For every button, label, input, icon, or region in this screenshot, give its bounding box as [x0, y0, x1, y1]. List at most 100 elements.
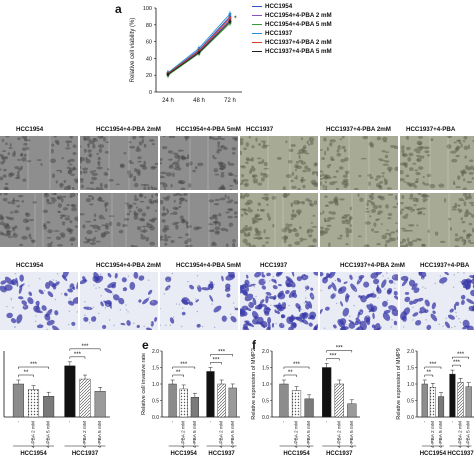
pore [14, 326, 16, 329]
stained-cell [393, 295, 398, 300]
cell [46, 237, 52, 239]
stained-cell [93, 272, 100, 282]
bar [217, 383, 226, 418]
pore [391, 319, 393, 321]
significance-label: *** [82, 344, 90, 350]
pore [323, 327, 326, 329]
cell [28, 233, 32, 238]
cell [208, 199, 215, 203]
cell [368, 194, 372, 198]
cell [461, 220, 466, 224]
cell [208, 136, 212, 139]
pore [439, 275, 442, 277]
cell [229, 188, 233, 190]
bar [179, 388, 188, 418]
y-tick-label: 100 [143, 6, 152, 12]
stained-cell [247, 283, 256, 287]
transwell-column-label: HCC1954+4-PBA 2mM [96, 262, 161, 269]
pore [93, 284, 95, 286]
pore [349, 315, 351, 318]
cell [417, 211, 423, 215]
cell [376, 218, 381, 221]
cell [324, 180, 327, 184]
cell [213, 168, 219, 173]
cell [460, 143, 463, 148]
cell [90, 170, 94, 174]
cell [300, 137, 304, 141]
cell [349, 206, 353, 211]
cell [469, 212, 473, 216]
wound-column-label: HCC1937+4-PBA 2mM [326, 126, 391, 133]
cell [387, 217, 392, 220]
pore [35, 315, 37, 317]
stained-cell [388, 279, 394, 284]
cell [333, 198, 338, 203]
cell [71, 186, 75, 190]
cell [300, 178, 304, 183]
cell [439, 240, 446, 244]
pore [272, 276, 274, 278]
cell [244, 202, 250, 206]
cell [257, 161, 263, 165]
cell [126, 212, 131, 216]
stained-cell [365, 293, 370, 300]
cell [240, 137, 244, 143]
pore [10, 297, 13, 300]
cell [151, 194, 154, 199]
cell [320, 178, 324, 180]
cell [130, 244, 134, 247]
stained-cell [21, 300, 27, 306]
cell [251, 174, 258, 178]
cell [362, 136, 369, 140]
significance-label: *** [429, 362, 437, 368]
cell [404, 164, 408, 168]
stained-cell [418, 311, 423, 314]
cell [23, 142, 29, 146]
cell [405, 174, 410, 178]
cell [406, 229, 414, 232]
cell [179, 215, 184, 220]
panel-letter: e [142, 338, 149, 352]
pore [260, 272, 263, 274]
cell [320, 212, 323, 215]
stained-cell [230, 316, 237, 323]
cell [210, 242, 217, 247]
cell [471, 177, 474, 180]
stained-cell [403, 307, 411, 316]
cell [26, 160, 32, 163]
pore [150, 320, 153, 323]
cell [312, 238, 317, 243]
stained-cell [4, 276, 13, 285]
pore [253, 285, 256, 288]
cell [17, 167, 22, 171]
cell [229, 184, 234, 187]
cell [9, 217, 15, 221]
cell [263, 193, 270, 196]
cell [374, 178, 379, 181]
pore [345, 323, 347, 326]
cell [139, 136, 145, 139]
series-line [167, 13, 231, 74]
cell [92, 224, 99, 229]
cell [59, 232, 66, 237]
cell [97, 144, 105, 149]
cell [414, 180, 419, 183]
cell [377, 210, 384, 214]
cell [166, 195, 171, 199]
panel-letter: f [252, 338, 257, 352]
cell [314, 162, 318, 166]
cell [57, 203, 62, 208]
cell [218, 167, 225, 170]
cell [422, 175, 425, 179]
cell [429, 183, 436, 189]
cell [57, 210, 60, 214]
cell [407, 242, 414, 247]
cell [21, 235, 28, 240]
pore [424, 303, 426, 305]
pore [213, 283, 216, 286]
cell [105, 208, 108, 212]
cell [251, 145, 255, 149]
pore [175, 303, 178, 305]
cell [175, 224, 179, 230]
cell [248, 170, 253, 174]
